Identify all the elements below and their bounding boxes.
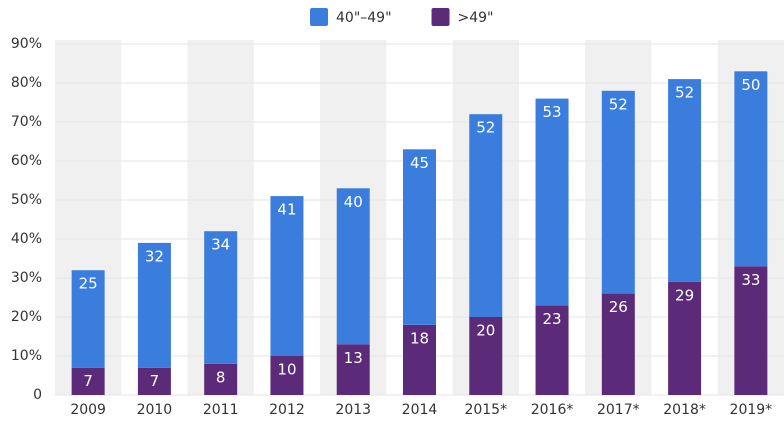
bar-segment xyxy=(469,114,503,317)
data-label: 10 xyxy=(277,361,296,379)
y-tick-label: 30% xyxy=(11,270,42,286)
y-tick-label: 20% xyxy=(11,309,42,325)
bar-segment xyxy=(137,367,171,395)
data-label: 8 xyxy=(216,368,226,386)
x-tick-label: 2019* xyxy=(730,402,773,418)
y-tick-label: 0 xyxy=(33,387,42,403)
bar-segment xyxy=(668,79,702,282)
y-tick-label: 10% xyxy=(11,348,42,364)
y-tick-label: 70% xyxy=(11,114,42,130)
data-label: 40 xyxy=(344,193,363,211)
data-label: 25 xyxy=(79,275,98,293)
x-tick-label: 2017* xyxy=(597,402,640,418)
bar-segment xyxy=(403,149,436,325)
bar-segment xyxy=(403,324,436,395)
bar-segment xyxy=(535,305,569,395)
x-tick-label: 2011 xyxy=(203,402,239,418)
x-tick-label: 2013 xyxy=(335,402,371,418)
data-label: 41 xyxy=(277,201,296,219)
data-label: 32 xyxy=(145,247,164,265)
legend-swatch xyxy=(431,8,450,26)
bar-segment xyxy=(270,356,304,395)
x-tick-label: 2015* xyxy=(464,402,507,418)
y-tick-label: 60% xyxy=(11,153,42,169)
bar-segment xyxy=(204,231,238,364)
bar-segment xyxy=(469,317,503,395)
bar-segment xyxy=(71,270,105,368)
data-label: 52 xyxy=(609,95,628,113)
data-label: 26 xyxy=(609,298,628,316)
data-label: 33 xyxy=(741,271,760,289)
y-tick-label: 80% xyxy=(11,75,42,91)
x-tick-label: 2012 xyxy=(269,402,305,418)
data-label: 52 xyxy=(476,119,495,137)
bar-segment xyxy=(137,242,171,368)
bar-segment xyxy=(734,266,768,395)
legend-swatch xyxy=(310,8,328,26)
x-tick-label: 2018* xyxy=(663,402,706,418)
bar-segment xyxy=(734,71,768,267)
data-label: 45 xyxy=(410,154,429,172)
x-tick-label: 2009 xyxy=(70,402,106,418)
bar-segment xyxy=(336,344,370,395)
y-tick-label: 40% xyxy=(11,231,42,247)
bar-segment xyxy=(668,281,702,395)
bar-segment xyxy=(601,293,635,395)
data-label: 50 xyxy=(741,76,760,94)
x-tick-label: 2016* xyxy=(531,402,574,418)
data-label: 7 xyxy=(83,372,93,390)
data-label: 52 xyxy=(675,84,694,102)
data-label: 34 xyxy=(211,236,230,254)
legend-label: >49" xyxy=(458,10,494,26)
data-label: 53 xyxy=(542,103,561,121)
bar-segment xyxy=(601,90,635,294)
bar-segment xyxy=(270,196,304,356)
x-tick-label: 2010 xyxy=(137,402,173,418)
data-label: 7 xyxy=(150,372,160,390)
x-tick-label: 2014 xyxy=(402,402,438,418)
data-label: 23 xyxy=(542,310,561,328)
y-tick-label: 90% xyxy=(11,36,42,52)
bar-segment xyxy=(336,188,370,345)
data-label: 18 xyxy=(410,329,429,347)
bar-segment xyxy=(535,98,569,306)
data-label: 13 xyxy=(344,349,363,367)
data-label: 29 xyxy=(675,286,694,304)
bar-segment xyxy=(71,367,105,395)
bar-segment xyxy=(204,363,238,395)
y-tick-label: 50% xyxy=(11,192,42,208)
legend-label: 40"–49" xyxy=(336,10,392,26)
data-label: 20 xyxy=(476,322,495,340)
